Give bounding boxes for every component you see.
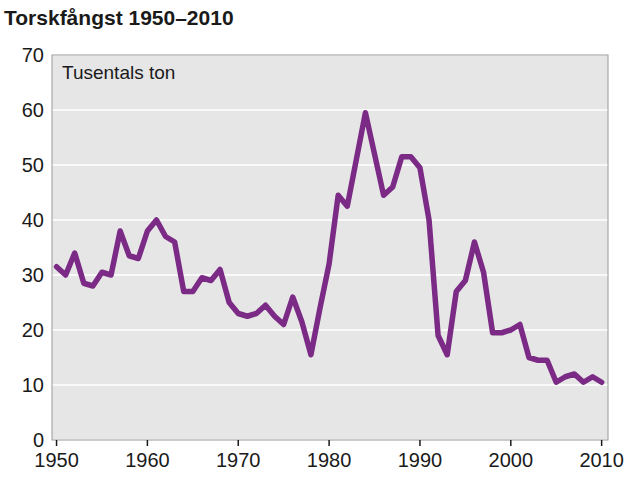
x-tick <box>601 440 603 446</box>
y-tick-label: 70 <box>22 44 44 66</box>
x-tick-label: 2000 <box>489 449 534 471</box>
y-tick-label: 0 <box>33 429 44 451</box>
y-tick-label: 60 <box>22 99 44 121</box>
data-line <box>57 113 602 383</box>
title: Torskfångst 1950–2010 <box>4 6 234 29</box>
x-tick <box>237 440 239 446</box>
chart-root: Torskfångst 1950–2010 0 10 20 30 40 50 60 70 1950… <box>0 0 639 480</box>
y-tick-label: 40 <box>22 209 44 231</box>
y-axis-label: Tusentals ton <box>62 62 175 83</box>
x-tick <box>328 440 330 446</box>
x-tick-label: 1960 <box>125 449 170 471</box>
grid-line <box>52 384 608 386</box>
plot-frame <box>52 55 608 440</box>
plot-background <box>52 55 608 440</box>
grid-line <box>52 109 608 111</box>
y-tick-label: 50 <box>22 154 44 176</box>
y-tick-label: 30 <box>22 264 44 286</box>
x-tick-label: 1950 <box>34 449 79 471</box>
chart: Torskfångst 1950–2010 0 10 20 30 40 50 60 70 1950… <box>0 0 639 480</box>
plot-area <box>57 113 602 383</box>
x-tick-label: 1970 <box>216 449 261 471</box>
grid-line <box>52 274 608 276</box>
grid-line <box>52 329 608 331</box>
x-tick-label: 1980 <box>307 449 352 471</box>
x-tick <box>510 440 512 446</box>
x-tick <box>419 440 421 446</box>
grid-line <box>52 219 608 221</box>
y-tick-label: 20 <box>22 319 44 341</box>
x-tick <box>56 440 58 446</box>
x-tick <box>147 440 149 446</box>
x-tick-label: 1990 <box>398 449 443 471</box>
x-tick-label: 2010 <box>579 449 624 471</box>
grid-line <box>52 164 608 166</box>
y-tick-label: 10 <box>22 374 44 396</box>
